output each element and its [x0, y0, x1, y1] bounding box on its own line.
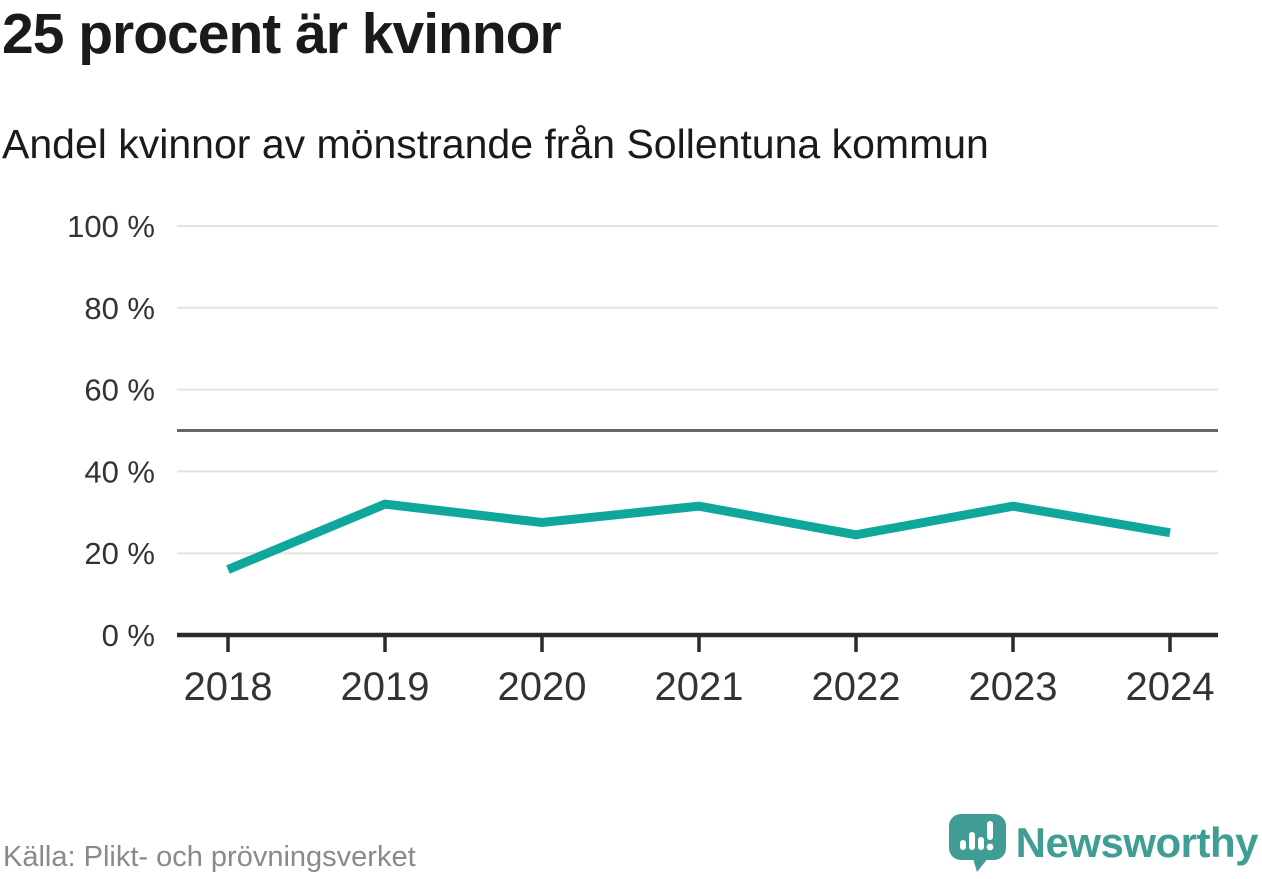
x-tick-label: 2019: [341, 665, 430, 709]
logo-bar-2: [968, 832, 975, 850]
chart-subtitle: Andel kvinnor av mönstrande från Sollent…: [2, 121, 989, 167]
logo-bar-3: [977, 837, 984, 850]
source-text: Källa: Plikt- och prövningsverket: [3, 841, 416, 873]
x-tick-label: 2021: [655, 665, 744, 709]
x-tick-label: 2018: [184, 665, 273, 709]
x-tick-label: 2020: [498, 665, 587, 709]
x-tick-label: 2023: [969, 665, 1058, 709]
logo-exclamation-bar: [986, 821, 993, 840]
x-tick-label: 2024: [1126, 665, 1215, 709]
y-tick-label: 40 %: [84, 454, 155, 489]
y-tick-label: 60 %: [84, 373, 155, 408]
logo-bar-1: [959, 840, 966, 850]
chart-title: 25 procent är kvinnor: [2, 2, 562, 66]
newsworthy-logo-icon: [948, 814, 1006, 872]
data-line-series: [226, 499, 1171, 574]
x-tick-label: 2022: [812, 665, 901, 709]
logo-exclamation-dot: [986, 843, 994, 851]
newsworthy-wordmark: Newsworthy: [1015, 819, 1259, 866]
y-tick-label: 0 %: [102, 618, 155, 653]
y-tick-label: 80 %: [84, 291, 155, 326]
y-tick-label: 20 %: [84, 536, 155, 571]
y-tick-label: 100 %: [67, 209, 155, 244]
newsworthy-logo: Newsworthy: [948, 813, 1259, 873]
